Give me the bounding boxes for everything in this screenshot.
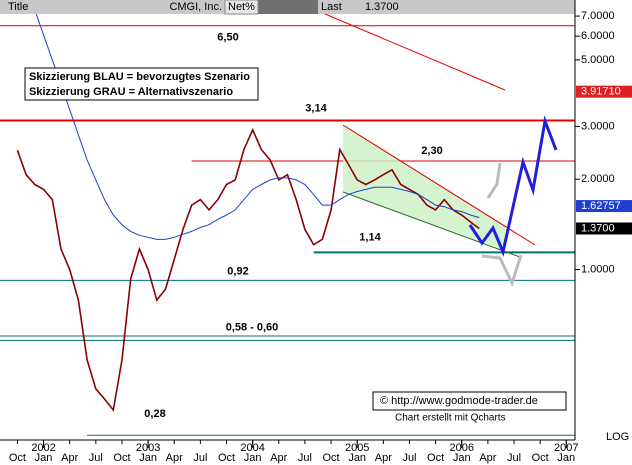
note: Skizzierung GRAU = Alternativszenario <box>29 86 233 98</box>
year-tick-label: 2007 <box>554 442 578 454</box>
y-tick-label: 5.0000 <box>581 54 615 66</box>
x-tick-label: Jan <box>244 452 262 464</box>
levels: 6,50 3,14 2,30 1,14 0,92 0,58 - 0,60 0,28 <box>0 25 575 436</box>
scale-label: LOG <box>606 431 629 443</box>
x-tick-label: Jul <box>89 452 103 464</box>
year-tick-label: 2002 <box>31 442 55 454</box>
blue-scenario <box>468 115 558 257</box>
y-tick-label: 3.0000 <box>581 120 615 132</box>
y-tick-label: 6.0000 <box>581 30 615 42</box>
note: Skizzierung BLAU = bevorzugtes Szenario <box>29 71 250 83</box>
level-label: 0,92 <box>227 265 248 277</box>
x-tick-label: Jan <box>35 452 53 464</box>
x-tick-label: Oct <box>113 452 130 464</box>
x-tick-label: Apr <box>166 452 183 464</box>
price-marker <box>576 222 632 235</box>
x-tick-label: Jan <box>139 452 157 464</box>
x-tick-label: Oct <box>218 452 235 464</box>
y-tick-label: 2.0000 <box>581 173 615 185</box>
note-box <box>24 67 259 101</box>
x-tick-label: Jul <box>402 452 416 464</box>
header-symbol: CMGI, Inc. <box>169 1 222 13</box>
y-tick-label: 7.0000 <box>581 10 615 22</box>
series-line <box>16 127 480 412</box>
grey-scenario-up <box>486 162 502 199</box>
level-label: 2,30 <box>421 145 442 157</box>
price-marker-label: 3.91710 <box>581 86 621 98</box>
price-marker <box>576 200 632 213</box>
level-label: 6,50 <box>217 32 238 44</box>
grey-scenario-down <box>481 254 523 288</box>
triangle-fill <box>343 125 505 250</box>
x-tick-label: Jan <box>348 452 366 464</box>
level-label: 0,58 - 0,60 <box>226 321 279 333</box>
header-last: 1.3700 <box>365 1 399 13</box>
x-tick-label: Oct <box>322 452 339 464</box>
triangle-lower <box>342 191 521 258</box>
price-marker-label: 1.62757 <box>581 200 621 212</box>
trend-line <box>291 0 506 91</box>
x-tick-label: Oct <box>532 452 549 464</box>
header-title: Title <box>8 1 28 13</box>
level-label: 1,14 <box>359 231 381 243</box>
x-tick-label: Apr <box>479 452 496 464</box>
year-tick-label: 2004 <box>240 442 264 454</box>
level-label: 3,14 <box>305 102 327 114</box>
header-last-label: Last <box>321 1 342 13</box>
header-net: Net% <box>228 1 255 13</box>
triangle-upper <box>342 124 536 246</box>
x-tick-label: Jan <box>453 452 471 464</box>
plot <box>16 9 480 412</box>
credit: © http://www.godmode-trader.de <box>380 395 538 407</box>
x-tick-label: Apr <box>61 452 78 464</box>
x-tick-label: Apr <box>375 452 392 464</box>
x-tick-label: Jan <box>557 452 575 464</box>
level-label: 0,28 <box>144 408 165 420</box>
header-dark <box>258 0 318 14</box>
year-tick-label: 2003 <box>136 442 160 454</box>
credit-box <box>372 391 567 411</box>
year-tick-label: 2005 <box>345 442 369 454</box>
price-marker <box>576 85 632 98</box>
credit: Chart erstellt mit Qcharts <box>395 413 506 424</box>
y-tick-label: 1.0000 <box>581 263 615 275</box>
header-net-box <box>224 0 259 15</box>
x-tick-label: Apr <box>270 452 287 464</box>
x-tick-label: Oct <box>9 452 26 464</box>
series-line <box>34 9 480 240</box>
year-tick-label: 2006 <box>450 442 474 454</box>
x-tick-label: Jul <box>193 452 207 464</box>
price-marker-label: 1.3700 <box>581 222 615 234</box>
x-tick-label: Jul <box>298 452 312 464</box>
x-tick-label: Jul <box>507 452 521 464</box>
x-tick-label: Oct <box>427 452 444 464</box>
